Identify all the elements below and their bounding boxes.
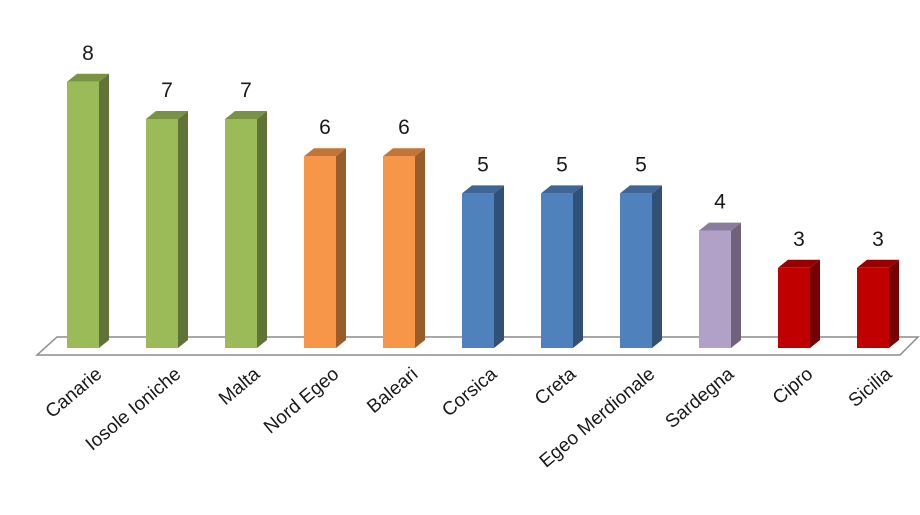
- bar-side: [336, 148, 346, 348]
- bar-top: [699, 222, 741, 231]
- bar-top: [462, 185, 504, 194]
- bar-top: [620, 185, 662, 194]
- bar-front: [778, 267, 810, 348]
- bar-top: [225, 111, 267, 119]
- bar-side: [99, 73, 109, 349]
- bar-top: [304, 148, 346, 157]
- bar-5: [383, 148, 425, 348]
- category-label: Sicilia: [845, 363, 897, 411]
- bar-4: [304, 148, 346, 348]
- bar-7: [541, 185, 583, 348]
- bar-side: [257, 111, 267, 348]
- bar-top: [541, 185, 583, 194]
- bar-front: [857, 267, 889, 348]
- bar-1: [67, 73, 109, 349]
- category-label: Baleari: [363, 364, 422, 418]
- bar-front: [462, 193, 494, 348]
- data-label: 4: [714, 191, 726, 214]
- bar-front: [541, 193, 573, 348]
- data-label: 3: [793, 228, 805, 251]
- bar-top: [383, 148, 425, 157]
- bar-10: [778, 259, 820, 348]
- data-label: 7: [161, 79, 173, 102]
- bar-front: [620, 193, 652, 348]
- bar-top: [67, 73, 109, 82]
- data-label: 6: [398, 116, 410, 139]
- bar-front: [225, 119, 257, 348]
- bar-top: [778, 259, 820, 268]
- bar-11: [857, 259, 899, 348]
- data-label: 7: [240, 79, 252, 102]
- data-label: 5: [477, 153, 489, 176]
- category-label: Cipro: [769, 364, 817, 409]
- bar-3: [225, 111, 267, 348]
- bar-front: [304, 156, 336, 348]
- data-label: 3: [872, 228, 884, 251]
- data-label: 6: [319, 116, 331, 139]
- data-label: 8: [82, 42, 94, 65]
- bar-front: [146, 119, 178, 348]
- bar-top: [146, 111, 188, 119]
- bar-side: [731, 222, 741, 348]
- category-label: Sardegna: [662, 363, 739, 432]
- data-label: 5: [556, 153, 568, 176]
- category-label: Canarie: [42, 364, 106, 423]
- bar-8: [620, 185, 662, 348]
- bars-group: [67, 73, 899, 349]
- bar-front: [699, 230, 731, 348]
- bar-front: [67, 81, 99, 349]
- bar-side: [415, 148, 425, 348]
- bar-side: [652, 185, 662, 348]
- bar-side: [889, 259, 899, 348]
- category-label: Creta: [531, 363, 580, 409]
- category-label: Corsica: [438, 363, 501, 421]
- category-label: Malta: [215, 363, 264, 409]
- data-label: 5: [635, 153, 647, 176]
- bar-2: [146, 111, 188, 348]
- bar-front: [383, 156, 415, 348]
- bar-6: [462, 185, 504, 348]
- bar-9: [699, 222, 741, 348]
- bar-side: [494, 185, 504, 348]
- bar-top: [857, 259, 899, 268]
- category-label: Nord Egeo: [260, 364, 343, 438]
- bar-side: [573, 185, 583, 348]
- bar-side: [810, 259, 820, 348]
- data-labels-group: 8 7 7 6 6 5 5 5 4 3 3: [82, 42, 884, 251]
- bar-side: [178, 111, 188, 348]
